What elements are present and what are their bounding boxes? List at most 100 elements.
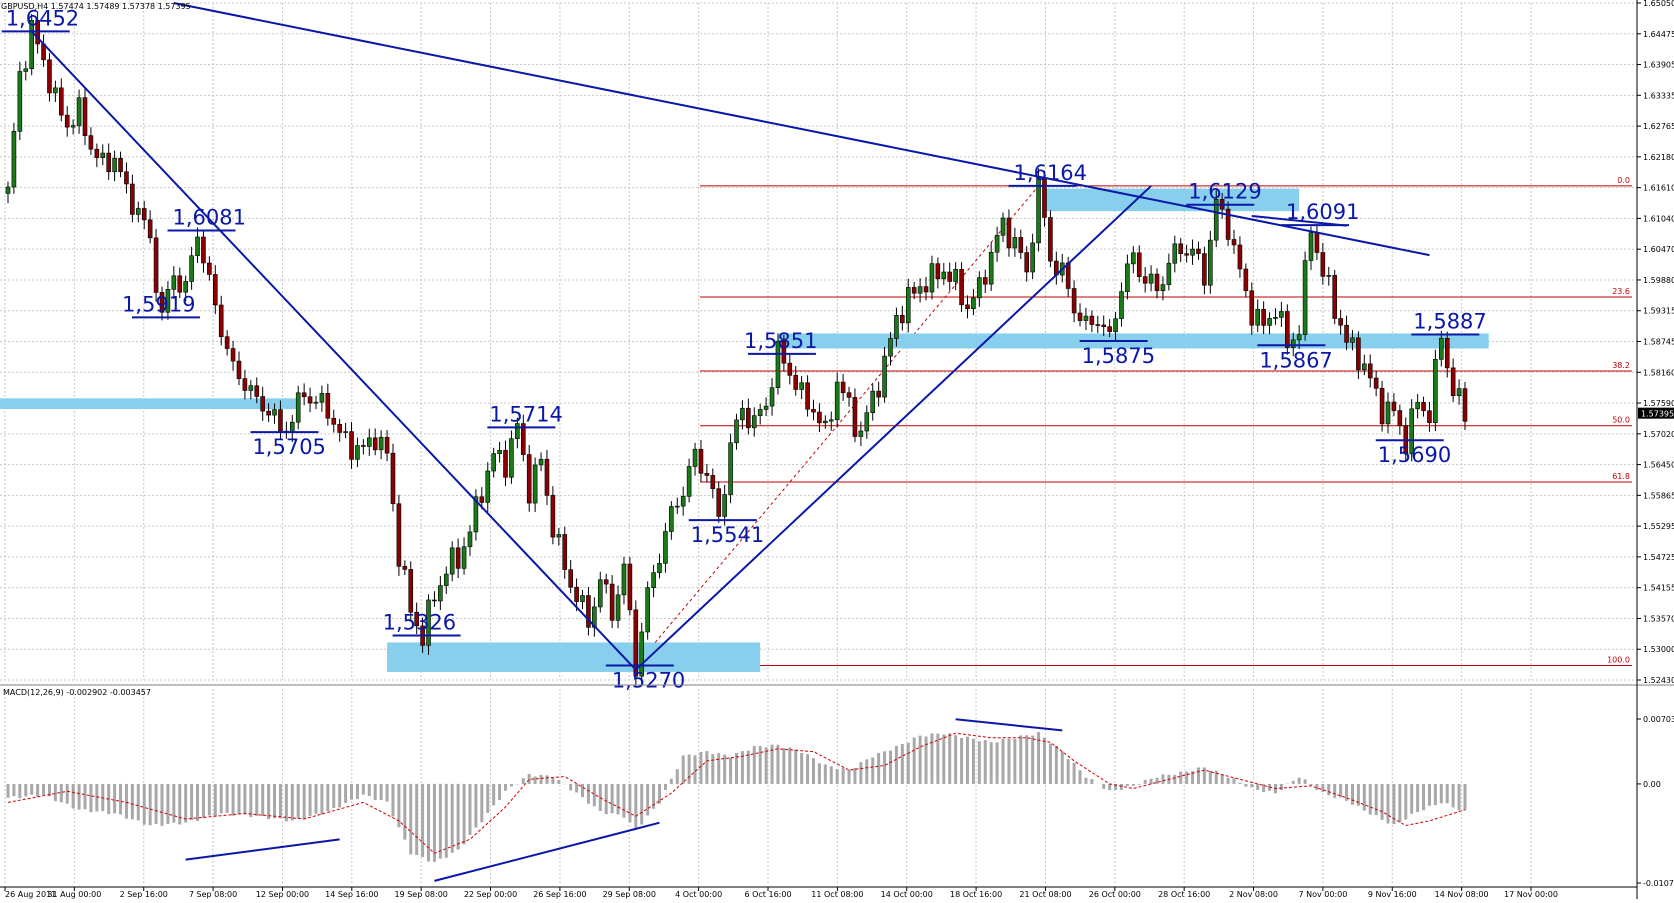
y-tick-label: 1.52430 <box>1643 676 1674 685</box>
candle <box>467 525 473 556</box>
candle <box>1208 230 1213 294</box>
x-tick-label: 26 Oct 00:00 <box>1089 890 1141 899</box>
candle <box>432 591 437 607</box>
candle <box>325 383 331 426</box>
candle <box>1101 315 1107 337</box>
candle <box>1326 266 1332 286</box>
candle <box>586 587 591 636</box>
candle <box>870 384 876 421</box>
macd-signal-line <box>7 732 1466 854</box>
y-tick-label: 1.65050 <box>1643 0 1674 8</box>
x-tick-label: 22 Sep 00:00 <box>464 890 517 899</box>
candle <box>1136 245 1142 283</box>
candle <box>1243 263 1249 298</box>
candle <box>538 452 544 472</box>
candle <box>1142 267 1148 293</box>
x-tick-label: 19 Sep 08:00 <box>394 890 447 899</box>
x-tick-label: 31 Aug 00:00 <box>47 890 101 899</box>
candle <box>343 423 348 439</box>
candle <box>1190 239 1195 265</box>
candle <box>757 403 763 425</box>
candle <box>88 127 94 155</box>
candle <box>64 106 70 137</box>
candle <box>971 288 976 316</box>
fib-level-label: 50.0 <box>1612 416 1630 425</box>
candle <box>1356 331 1361 380</box>
candle <box>141 201 147 230</box>
price-annotation-label: 1,5919 <box>122 292 195 316</box>
candle <box>734 413 739 450</box>
candle <box>1119 282 1124 327</box>
candle <box>858 421 864 446</box>
candle <box>94 143 100 168</box>
x-tick-label: 14 Oct 00:00 <box>881 890 933 899</box>
candle <box>29 13 34 76</box>
candle <box>941 262 947 285</box>
zone-1-5280 <box>387 642 761 672</box>
candle <box>1018 229 1024 260</box>
candle <box>503 440 508 487</box>
downtrend-line <box>30 30 637 671</box>
short-resistance-line <box>1251 214 1347 227</box>
candle <box>384 430 390 462</box>
candle <box>1255 299 1261 333</box>
y-tick-label: 1.63335 <box>1643 91 1674 100</box>
price-annotation: 1,5705 <box>250 431 326 459</box>
candle <box>935 257 941 289</box>
y-tick-label: 1.55865 <box>1643 491 1674 500</box>
candle <box>319 385 325 412</box>
candle <box>1048 210 1053 268</box>
candle <box>1107 319 1112 338</box>
candle <box>70 119 76 135</box>
price-annotation-label: 1,6452 <box>6 6 79 30</box>
candle <box>53 80 58 103</box>
candle <box>207 256 212 281</box>
candle <box>988 242 994 291</box>
fib-level-label: 61.8 <box>1612 472 1630 481</box>
candle <box>147 210 153 244</box>
candle <box>515 417 520 449</box>
candle <box>692 442 698 476</box>
candle <box>1184 244 1189 263</box>
candle <box>1196 241 1201 260</box>
candle <box>159 286 165 321</box>
candle <box>568 560 573 594</box>
candle <box>704 463 710 483</box>
candle <box>1095 315 1101 334</box>
candle <box>438 576 443 611</box>
y-tick-label: 1.62765 <box>1643 122 1674 131</box>
candle <box>716 481 722 523</box>
candle <box>627 556 633 616</box>
candle <box>1273 308 1278 325</box>
candle <box>698 440 704 482</box>
candle <box>1350 330 1355 351</box>
candle <box>153 228 159 302</box>
candle <box>929 255 935 300</box>
candle <box>307 387 313 413</box>
price-annotation-label: 1,5705 <box>252 435 325 459</box>
candle <box>1415 394 1420 419</box>
candle <box>189 246 194 290</box>
price-annotation: 1,5851 <box>744 329 817 355</box>
price-annotation: 1,6452 <box>1 6 79 33</box>
x-tick-label: 21 Oct 08:00 <box>1019 890 1071 899</box>
price-annotation: 1,6129 <box>1186 180 1262 206</box>
y-tick-label: 1.60470 <box>1643 245 1674 254</box>
zone-1-5757 <box>0 398 299 410</box>
y-tick-label: 1.64475 <box>1643 30 1674 39</box>
candle <box>106 143 111 180</box>
candle <box>266 403 271 422</box>
candle <box>544 449 550 505</box>
candle <box>1409 399 1414 462</box>
candle <box>994 226 1000 262</box>
y-tick-label: 1.61610 <box>1643 184 1674 193</box>
candle <box>1261 301 1266 335</box>
y-tick-label: 1.62180 <box>1643 153 1674 162</box>
candle <box>124 162 129 194</box>
candle <box>1439 330 1444 367</box>
candle <box>787 353 793 385</box>
candle <box>224 330 230 356</box>
candle <box>212 265 218 315</box>
y-tick-label: 1.63905 <box>1643 61 1674 70</box>
candle <box>1154 268 1160 299</box>
